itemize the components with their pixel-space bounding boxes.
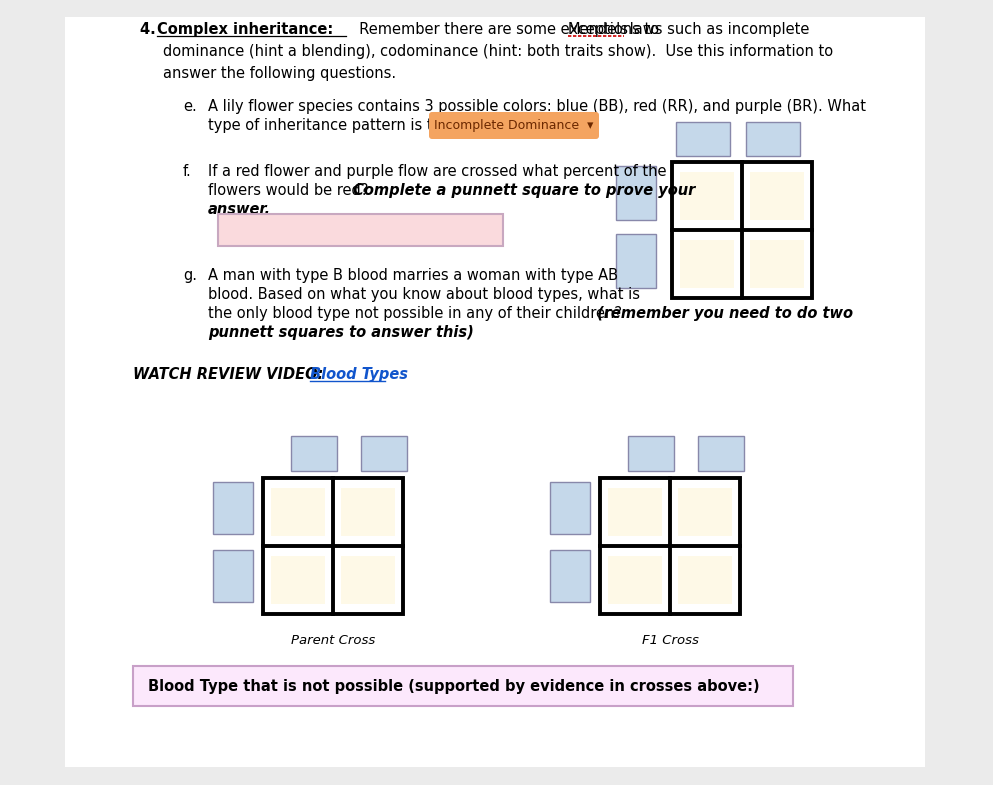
- Text: Incomplete Dominance  ▾: Incomplete Dominance ▾: [434, 119, 594, 132]
- Text: Complete a punnett square to prove your: Complete a punnett square to prove your: [348, 183, 695, 198]
- Bar: [628, 436, 674, 471]
- Bar: [600, 478, 740, 614]
- Text: g.: g.: [183, 268, 197, 283]
- Bar: [746, 122, 800, 156]
- Text: 4.: 4.: [140, 22, 161, 37]
- Bar: [751, 240, 803, 288]
- Bar: [698, 436, 744, 471]
- Bar: [213, 482, 253, 534]
- Bar: [680, 172, 734, 220]
- Text: laws such as incomplete: laws such as incomplete: [625, 22, 809, 37]
- Text: blood. Based on what you know about blood types, what is: blood. Based on what you know about bloo…: [208, 287, 640, 302]
- Bar: [751, 172, 803, 220]
- Text: punnett squares to answer this): punnett squares to answer this): [208, 325, 474, 340]
- Bar: [342, 488, 394, 536]
- Bar: [271, 488, 325, 536]
- Text: A lily flower species contains 3 possible colors: blue (BB), red (RR), and purpl: A lily flower species contains 3 possibl…: [208, 99, 866, 114]
- Bar: [672, 162, 812, 298]
- Bar: [133, 666, 793, 706]
- Bar: [680, 240, 734, 288]
- FancyBboxPatch shape: [429, 112, 599, 139]
- Bar: [291, 436, 337, 471]
- Bar: [361, 436, 407, 471]
- Text: f.: f.: [183, 164, 192, 179]
- Text: flowers would be red?: flowers would be red?: [208, 183, 368, 198]
- Bar: [263, 478, 403, 614]
- Text: type of inheritance pattern is this?: type of inheritance pattern is this?: [208, 118, 462, 133]
- Bar: [550, 482, 590, 534]
- Bar: [271, 557, 325, 604]
- Text: WATCH REVIEW VIDEO:: WATCH REVIEW VIDEO:: [133, 367, 329, 382]
- Text: answer.: answer.: [208, 202, 271, 217]
- Bar: [678, 557, 732, 604]
- Bar: [213, 550, 253, 602]
- Text: Blood Type that is not possible (supported by evidence in crosses above:): Blood Type that is not possible (support…: [148, 678, 760, 693]
- Text: answer the following questions.: answer the following questions.: [163, 66, 396, 81]
- Bar: [616, 166, 656, 220]
- Bar: [218, 214, 503, 246]
- Bar: [550, 550, 590, 602]
- Bar: [609, 557, 661, 604]
- Text: (remember you need to do two: (remember you need to do two: [592, 306, 853, 321]
- Text: F1 Cross: F1 Cross: [641, 634, 698, 647]
- Text: Blood Types: Blood Types: [310, 367, 408, 382]
- Text: Remember there are some exceptions to: Remember there are some exceptions to: [350, 22, 663, 37]
- Bar: [65, 17, 925, 767]
- Bar: [676, 122, 730, 156]
- Bar: [342, 557, 394, 604]
- Text: the only blood type not possible in any of their children?: the only blood type not possible in any …: [208, 306, 622, 321]
- Text: e.: e.: [183, 99, 197, 114]
- Text: Complex inheritance:: Complex inheritance:: [157, 22, 334, 37]
- Text: dominance (hint a blending), codominance (hint: both traits show).  Use this inf: dominance (hint a blending), codominance…: [163, 44, 833, 59]
- Bar: [609, 488, 661, 536]
- Text: A man with type B blood marries a woman with type AB: A man with type B blood marries a woman …: [208, 268, 618, 283]
- Text: If a red flower and purple flow are crossed what percent of the: If a red flower and purple flow are cros…: [208, 164, 666, 179]
- Bar: [678, 488, 732, 536]
- Bar: [616, 234, 656, 288]
- Text: Mendels: Mendels: [568, 22, 629, 37]
- Text: Parent Cross: Parent Cross: [291, 634, 375, 647]
